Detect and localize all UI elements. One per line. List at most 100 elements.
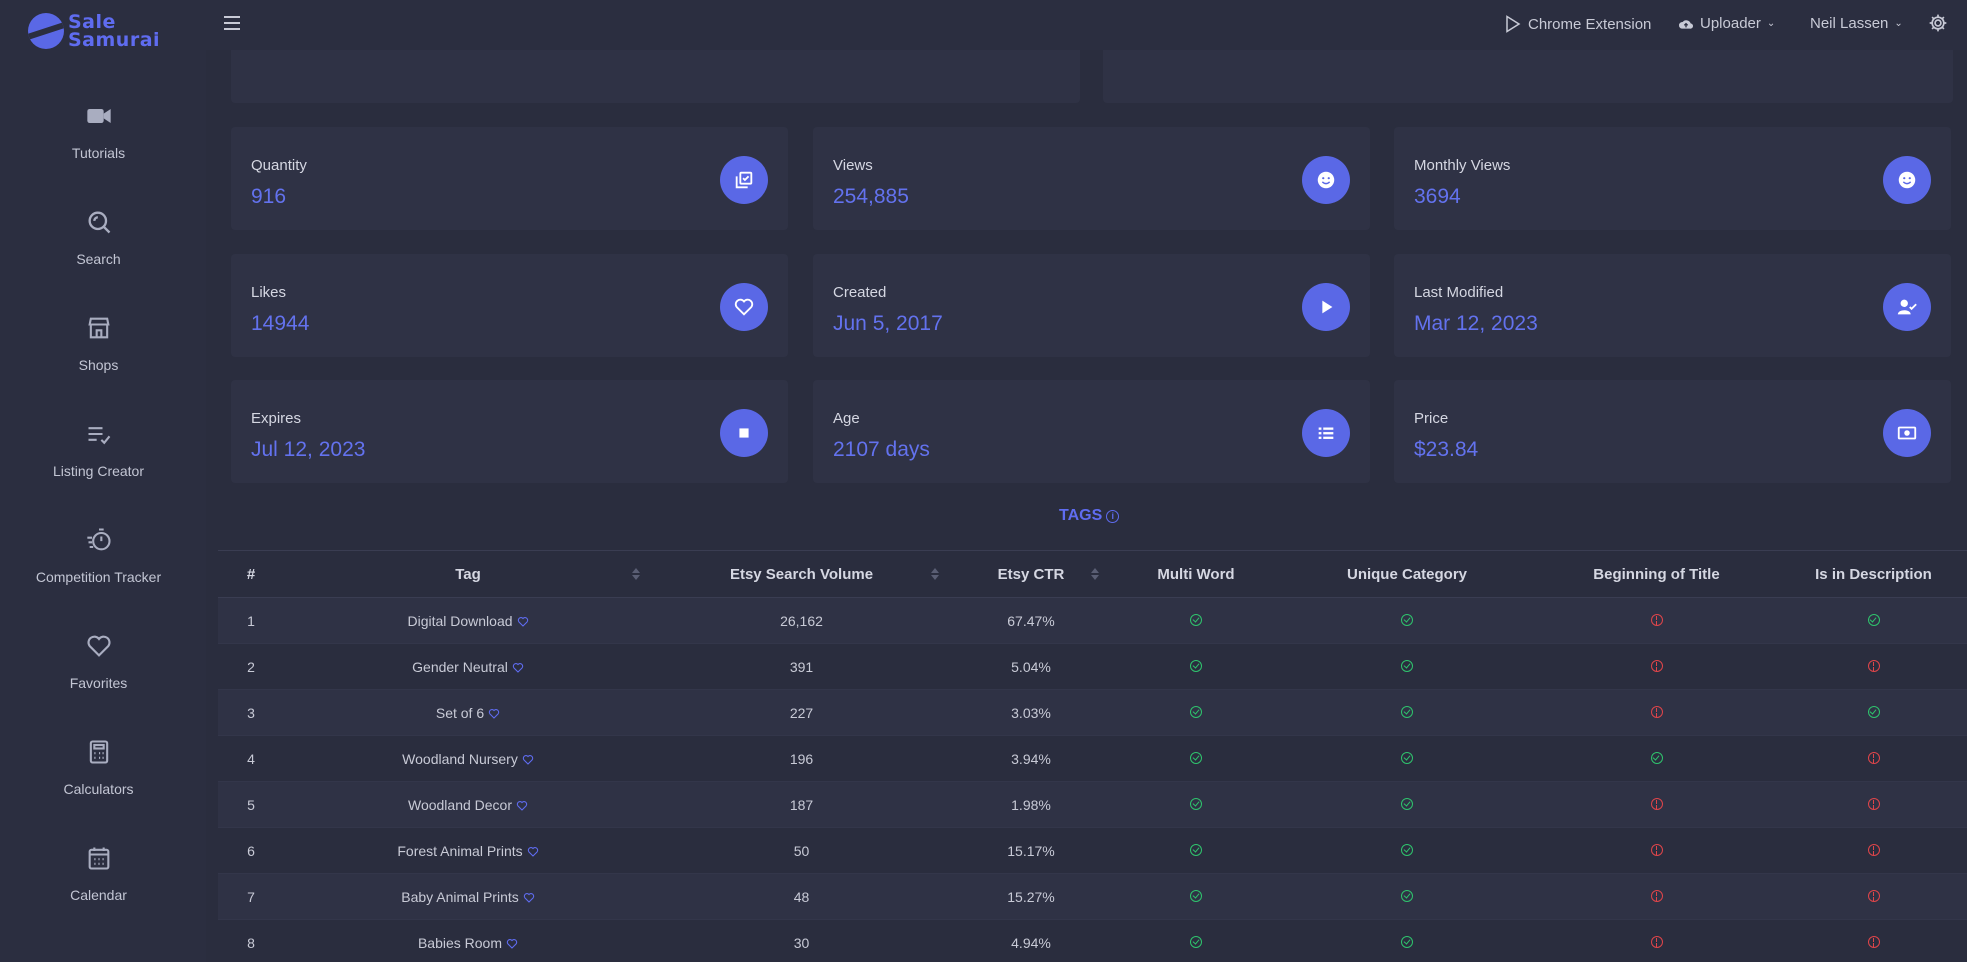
column-header-beginning-of-title: Beginning of Title <box>1533 550 1780 598</box>
chrome-extension-label: Chrome Extension <box>1528 15 1652 33</box>
multi-word-cell <box>1111 919 1281 962</box>
unique-category-cell <box>1281 597 1533 644</box>
row-number: 8 <box>218 919 284 962</box>
table-row: 4 Woodland Nursery 196 3.94% <box>218 735 1967 782</box>
check-circle-icon <box>1867 613 1880 626</box>
user-name: Neil Lassen <box>1810 15 1889 32</box>
video-camera-icon <box>84 101 114 131</box>
column-header-ctr[interactable]: Etsy CTR <box>951 550 1111 598</box>
column-header-search-volume[interactable]: Etsy Search Volume <box>652 550 951 598</box>
check-circle-icon <box>1401 613 1413 626</box>
top-panel-left <box>231 50 1080 103</box>
alert-circle-icon <box>1650 613 1663 626</box>
stat-label: Views <box>833 157 873 174</box>
alert-circle-icon <box>1650 659 1663 672</box>
stat-value: Jul 12, 2023 <box>251 438 366 461</box>
sidebar-item-shops[interactable]: Shops <box>0 313 197 403</box>
in-description-cell <box>1780 873 1967 920</box>
stat-label: Monthly Views <box>1414 157 1511 174</box>
row-number: 2 <box>218 643 284 690</box>
stat-card-expires: Expires Jul 12, 2023 <box>231 380 788 483</box>
row-number: 3 <box>218 689 284 736</box>
top-panel-right <box>1103 50 1953 103</box>
favorite-heart-icon[interactable] <box>523 892 535 903</box>
store-icon <box>84 313 114 343</box>
stat-value: Jun 5, 2017 <box>833 312 943 335</box>
alert-circle-icon <box>1867 751 1880 764</box>
favorite-heart-icon[interactable] <box>506 938 518 949</box>
favorite-heart-icon[interactable] <box>512 662 524 673</box>
row-number: 4 <box>218 735 284 782</box>
logo[interactable]: Sale Samurai <box>28 8 178 54</box>
favorite-heart-icon[interactable] <box>517 616 529 627</box>
sidebar-item-listing-creator[interactable]: Listing Creator <box>0 419 197 509</box>
table-header-row: # Tag Etsy Search Volume Etsy CTR Multi … <box>218 550 1967 598</box>
stat-value: 2107 days <box>833 438 930 461</box>
row-number: 6 <box>218 827 284 874</box>
favorite-heart-icon[interactable] <box>522 754 534 765</box>
tags-section: TAGS i # Tag Etsy Search Volume Etsy CTR… <box>206 0 1967 962</box>
stat-label: Price <box>1414 410 1449 427</box>
table-row: 3 Set of 6 227 3.03% <box>218 689 1967 736</box>
beginning-of-title-cell <box>1533 781 1780 828</box>
alert-circle-icon <box>1650 889 1663 902</box>
row-number: 5 <box>218 781 284 828</box>
sidebar-item-calendar[interactable]: Calendar <box>0 843 197 933</box>
in-description-cell <box>1780 827 1967 874</box>
column-header-multi-word: Multi Word <box>1111 550 1281 598</box>
uploader-dropdown[interactable]: Uploader ⌄ <box>1678 15 1775 32</box>
favorite-heart-icon[interactable] <box>527 846 539 857</box>
stat-card-views: Views 254,885 <box>813 127 1370 230</box>
tag-name: Forest Animal Prints <box>397 842 523 859</box>
sidebar-item-label: Search <box>76 251 121 267</box>
in-description-cell <box>1780 781 1967 828</box>
multi-word-cell <box>1111 643 1281 690</box>
beginning-of-title-cell <box>1533 689 1780 736</box>
stat-label: Quantity <box>251 157 307 174</box>
user-menu[interactable]: Neil Lassen ⌄ <box>1810 15 1903 32</box>
column-header-tag[interactable]: Tag <box>284 550 652 598</box>
heart-icon <box>84 631 114 661</box>
sidebar-item-search[interactable]: Search <box>0 207 197 297</box>
settings-button[interactable] <box>1928 13 1954 33</box>
multi-word-cell <box>1111 781 1281 828</box>
favorite-heart-icon[interactable] <box>488 708 500 719</box>
tag-cell: Forest Animal Prints <box>284 827 652 874</box>
check-circle-icon <box>1401 935 1413 948</box>
alert-circle-icon <box>1650 843 1663 856</box>
multi-word-cell <box>1111 873 1281 920</box>
favorite-heart-icon[interactable] <box>516 800 528 811</box>
stat-label: Likes <box>251 284 287 301</box>
stat-value: 916 <box>251 185 287 208</box>
ctr-cell: 15.17% <box>951 827 1111 874</box>
sort-icon[interactable] <box>931 568 939 580</box>
stop-icon <box>720 409 768 457</box>
sort-icon[interactable] <box>1091 568 1099 580</box>
sidebar: Sale Samurai Tutorials Search Shops List… <box>0 0 206 962</box>
tag-name: Woodland Decor <box>407 796 513 813</box>
stat-label: Expires <box>251 410 302 427</box>
in-description-cell <box>1780 919 1967 962</box>
sidebar-item-calculators[interactable]: Calculators <box>0 737 197 827</box>
logo-icon <box>28 13 64 49</box>
stat-label: Last Modified <box>1414 284 1504 301</box>
tag-name: Set of 6 <box>435 704 485 721</box>
list-icon <box>1302 409 1350 457</box>
sidebar-item-tutorials[interactable]: Tutorials <box>0 101 197 191</box>
table-row: 8 Babies Room 30 4.94% <box>218 919 1967 962</box>
unique-category-cell <box>1281 873 1533 920</box>
stat-value: 14944 <box>251 312 310 335</box>
beginning-of-title-cell <box>1533 919 1780 962</box>
sidebar-item-favorites[interactable]: Favorites <box>0 631 197 721</box>
chrome-extension-link[interactable]: Chrome Extension <box>1504 15 1651 33</box>
search-volume-cell: 196 <box>652 735 951 782</box>
tag-cell: Baby Animal Prints <box>284 873 652 920</box>
check-circle-icon <box>1190 751 1202 764</box>
info-icon[interactable]: i <box>1106 509 1120 523</box>
sidebar-item-competition-tracker[interactable]: Competition Tracker <box>0 525 197 615</box>
sort-icon[interactable] <box>632 568 640 580</box>
row-number: 1 <box>218 597 284 644</box>
cloud-upload-icon <box>1678 19 1694 29</box>
hamburger-menu-icon[interactable] <box>224 16 240 30</box>
unique-category-cell <box>1281 781 1533 828</box>
